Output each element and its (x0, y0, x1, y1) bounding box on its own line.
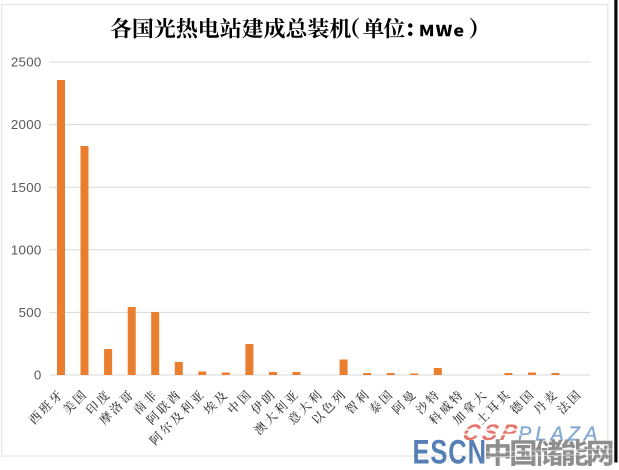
svg-text:1500: 1500 (11, 180, 42, 195)
svg-text:2000: 2000 (11, 117, 42, 132)
svg-text:2500: 2500 (11, 55, 42, 70)
svg-text:0: 0 (34, 368, 42, 383)
svg-text:500: 500 (19, 305, 42, 320)
svg-text:1000: 1000 (11, 242, 42, 257)
svg-text:ESCN: ESCN (413, 434, 487, 470)
